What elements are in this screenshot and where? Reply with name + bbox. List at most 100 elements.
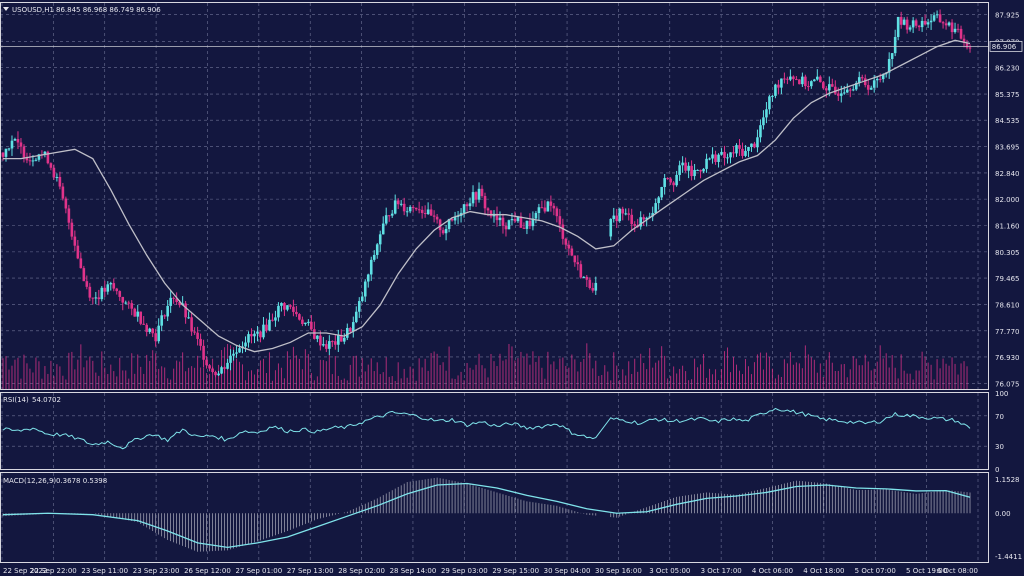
candle-body[interactable] (807, 86, 810, 88)
candle-body[interactable] (831, 84, 834, 87)
candle-body[interactable] (250, 334, 253, 337)
candle-body[interactable] (489, 210, 493, 217)
candle-body[interactable] (768, 96, 771, 110)
candle-body[interactable] (822, 82, 825, 89)
candle-body[interactable] (708, 158, 711, 160)
candle-body[interactable] (618, 208, 622, 221)
candle-body[interactable] (498, 217, 502, 221)
candle-body[interactable] (848, 89, 852, 91)
candle-body[interactable] (480, 188, 484, 196)
candle-body[interactable] (531, 218, 535, 227)
candle-body[interactable] (256, 331, 259, 334)
candle-body[interactable] (423, 213, 427, 215)
candle-body[interactable] (91, 297, 95, 299)
candle-body[interactable] (654, 203, 657, 214)
candle-body[interactable] (687, 165, 690, 171)
candle-body[interactable] (842, 92, 846, 94)
candle-body[interactable] (366, 274, 370, 282)
candle-body[interactable] (307, 321, 310, 323)
candle-body[interactable] (337, 335, 340, 345)
candle-body[interactable] (839, 93, 843, 96)
candle-body[interactable] (675, 174, 678, 186)
candle-body[interactable] (94, 297, 98, 299)
candle-body[interactable] (543, 207, 547, 212)
candle-body[interactable] (845, 89, 849, 93)
candle-body[interactable] (319, 335, 322, 346)
candle-body[interactable] (537, 207, 541, 214)
candle-body[interactable] (396, 200, 400, 205)
candle-body[interactable] (196, 332, 199, 339)
candle-body[interactable] (328, 341, 331, 349)
candle-body[interactable] (890, 53, 894, 59)
candle-body[interactable] (79, 258, 83, 269)
candle-body[interactable] (334, 341, 337, 345)
candle-body[interactable] (630, 214, 634, 225)
candle-body[interactable] (902, 19, 906, 25)
candle-body[interactable] (633, 224, 637, 226)
candle-body[interactable] (576, 262, 580, 265)
candle-body[interactable] (271, 319, 274, 321)
candle-body[interactable] (384, 215, 388, 224)
candle-body[interactable] (887, 58, 891, 73)
candle-body[interactable] (106, 284, 110, 292)
candle-body[interactable] (184, 303, 187, 318)
candle-body[interactable] (375, 244, 379, 255)
candle-body[interactable] (4, 148, 8, 157)
candle-body[interactable] (28, 160, 32, 162)
candle-body[interactable] (280, 303, 283, 306)
candle-body[interactable] (154, 333, 157, 342)
candle-body[interactable] (46, 151, 50, 164)
candle-body[interactable] (869, 87, 873, 90)
candle-body[interactable] (145, 324, 149, 332)
candle-body[interactable] (525, 220, 529, 229)
candle-body[interactable] (172, 297, 175, 299)
candle-body[interactable] (103, 287, 107, 292)
candle-body[interactable] (214, 372, 217, 376)
candle-body[interactable] (61, 186, 65, 199)
candle-body[interactable] (208, 365, 211, 369)
candle-body[interactable] (935, 14, 939, 16)
candle-body[interactable] (702, 168, 705, 172)
candle-body[interactable] (711, 154, 714, 159)
candle-body[interactable] (825, 88, 828, 91)
candle-body[interactable] (55, 176, 59, 178)
candle-body[interactable] (115, 288, 119, 292)
candle-body[interactable] (795, 79, 798, 81)
candle-body[interactable] (819, 76, 822, 83)
candle-body[interactable] (262, 324, 265, 338)
candle-body[interactable] (73, 236, 77, 246)
candle-body[interactable] (169, 297, 172, 306)
candle-body[interactable] (591, 288, 595, 291)
candle-body[interactable] (322, 344, 325, 346)
candle-body[interactable] (609, 218, 613, 237)
candle-body[interactable] (148, 328, 151, 332)
candle-body[interactable] (190, 317, 193, 332)
candle-body[interactable] (513, 219, 517, 222)
candle-body[interactable] (193, 331, 196, 333)
candle-body[interactable] (968, 47, 972, 49)
candle-body[interactable] (738, 145, 741, 149)
candle-body[interactable] (7, 148, 11, 150)
candle-body[interactable] (905, 19, 909, 30)
candle-body[interactable] (669, 178, 672, 183)
candle-body[interactable] (741, 148, 744, 156)
candle-body[interactable] (570, 248, 574, 256)
candle-body[interactable] (124, 302, 128, 304)
candle-body[interactable] (393, 200, 397, 214)
candle-body[interactable] (58, 176, 62, 187)
candle-body[interactable] (453, 217, 457, 221)
candle-body[interactable] (624, 213, 628, 215)
candle-body[interactable] (690, 165, 693, 177)
candle-body[interactable] (456, 216, 460, 218)
candle-body[interactable] (64, 198, 68, 209)
candle-body[interactable] (771, 95, 774, 97)
candle-body[interactable] (25, 157, 29, 161)
candle-body[interactable] (447, 218, 451, 229)
candle-body[interactable] (555, 208, 559, 217)
candle-body[interactable] (130, 303, 134, 309)
candle-body[interactable] (621, 208, 625, 214)
candle-body[interactable] (495, 213, 499, 221)
candle-body[interactable] (959, 28, 963, 39)
candle-body[interactable] (573, 255, 577, 263)
candle-body[interactable] (684, 162, 687, 171)
